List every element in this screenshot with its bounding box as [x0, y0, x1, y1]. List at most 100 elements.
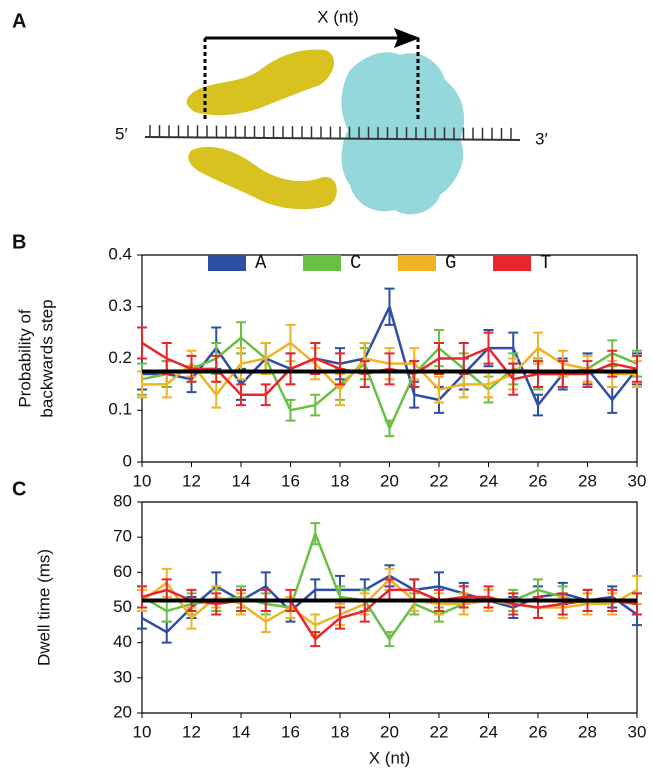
y-tick-label: 0.4	[108, 244, 132, 263]
y-tick-label: 70	[113, 527, 132, 546]
protein-top	[186, 49, 335, 116]
error-bar	[434, 341, 444, 376]
x-tick-label: 10	[133, 471, 152, 490]
error-bar	[186, 354, 197, 383]
x-tick-label: 28	[578, 722, 597, 741]
error-bar	[632, 354, 642, 383]
protein-bottom	[188, 146, 337, 210]
error-bar	[508, 592, 519, 616]
x-tick-label: 16	[281, 722, 300, 741]
x-tick-label: 22	[430, 722, 449, 741]
error-bar	[260, 383, 271, 407]
three-prime: 3′	[535, 129, 548, 148]
error-bar	[310, 522, 321, 546]
x-tick-label: 24	[479, 471, 498, 490]
error-bar	[458, 341, 469, 376]
y-tick-label: 0.1	[108, 400, 132, 419]
error-bar	[607, 385, 618, 414]
x-tick-label: 14	[232, 471, 251, 490]
error-bar	[582, 360, 593, 388]
error-bar	[384, 419, 395, 438]
legend-label: T	[540, 252, 551, 274]
y-tick-label: 40	[113, 632, 132, 651]
x-tick-label: 30	[628, 722, 647, 741]
legend-label: G	[445, 252, 456, 274]
x-tick-label: 28	[578, 471, 597, 490]
legend-label: A	[255, 252, 267, 274]
error-bar	[409, 360, 420, 388]
base-ticks	[149, 125, 512, 140]
y-axis-label: backwards step	[37, 299, 56, 417]
error-bar	[310, 631, 321, 648]
x-tick-label: 16	[281, 471, 300, 490]
error-bar	[483, 585, 494, 609]
error-bar	[384, 631, 395, 648]
x-tick-label: 30	[628, 471, 647, 490]
error-bar	[161, 341, 172, 376]
error-bar	[335, 606, 345, 630]
x-tick-label: 10	[133, 722, 152, 741]
diagram: A X (nt) 5′ 3′	[12, 7, 548, 215]
error-bar	[458, 585, 469, 609]
x-tick-label: 24	[479, 722, 498, 741]
error-bar	[557, 592, 568, 616]
x-tick-label: 22	[430, 471, 449, 490]
arrowhead	[394, 28, 420, 48]
legend-swatch	[493, 255, 531, 271]
y-tick-label: 0.3	[108, 296, 132, 315]
x-tick-label: 26	[529, 471, 548, 490]
error-bar	[236, 347, 246, 381]
error-bar	[335, 352, 345, 386]
x-tick-label: 26	[529, 722, 548, 741]
five-prime: 5′	[115, 124, 128, 143]
x-tick-label: 18	[331, 722, 350, 741]
error-bar	[211, 354, 222, 383]
error-bar	[137, 326, 147, 360]
legend-swatch	[208, 255, 246, 271]
legend-swatch	[303, 255, 341, 271]
error-bar	[533, 360, 543, 388]
error-bar	[310, 393, 321, 417]
error-bar	[632, 592, 642, 616]
error-bar	[359, 360, 370, 388]
polymerase	[341, 52, 465, 215]
x-tick-label: 20	[380, 471, 399, 490]
error-bar	[508, 362, 519, 396]
error-bar	[557, 360, 568, 388]
y-tick-label: 20	[113, 702, 132, 721]
x-tick-label: 18	[331, 471, 350, 490]
panel-label: B	[12, 231, 26, 253]
y-tick-label: 0.2	[108, 348, 132, 367]
x-tick-label: 14	[232, 722, 251, 741]
error-bar	[384, 287, 395, 326]
error-bar	[533, 393, 543, 417]
x-axis-label: X (nt)	[369, 748, 411, 767]
error-bar	[434, 375, 444, 404]
error-bar	[384, 352, 395, 386]
y-tick-label: 50	[113, 597, 132, 616]
error-bar	[310, 341, 321, 376]
arrow-label: X (nt)	[317, 7, 359, 26]
error-bar	[285, 352, 296, 386]
error-bar	[211, 380, 222, 409]
error-bar	[137, 585, 147, 609]
x-tick-label: 20	[380, 722, 399, 741]
panel-label: A	[12, 10, 26, 32]
y-tick-label: 0	[123, 451, 132, 470]
dna-strand	[144, 136, 521, 141]
bases	[149, 125, 512, 140]
x-tick-label: 12	[182, 471, 201, 490]
y-axis-label: Dwell time (ms)	[34, 549, 53, 666]
panel-label: C	[12, 478, 26, 500]
error-bar	[260, 341, 271, 376]
error-bar	[161, 620, 172, 644]
y-tick-label: 30	[113, 667, 132, 686]
y-tick-label: 80	[113, 491, 132, 510]
error-bar	[211, 592, 222, 616]
error-bar	[236, 383, 246, 407]
error-bar	[285, 398, 296, 422]
legend-swatch	[398, 255, 436, 271]
y-axis-label: Probability of	[15, 309, 34, 408]
error-bar	[483, 331, 494, 365]
